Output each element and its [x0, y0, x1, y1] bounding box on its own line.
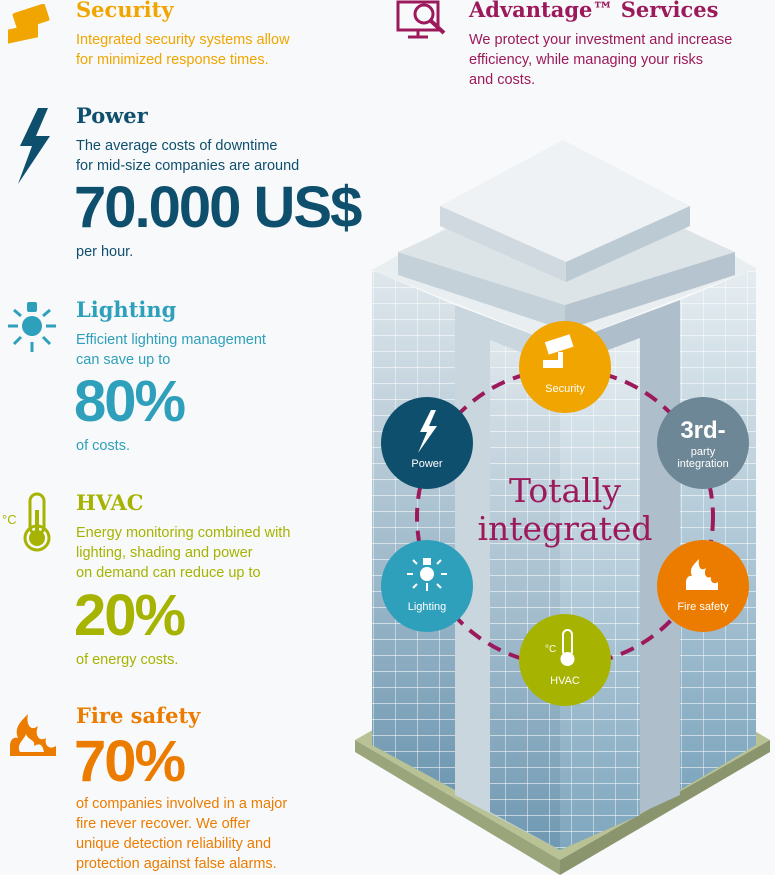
thermometer-icon: °C	[2, 490, 62, 554]
flame-icon	[6, 706, 60, 760]
power-node-label: Power	[411, 458, 443, 470]
power-node: Power	[381, 397, 473, 489]
power-text-1: The average costs of downtime	[76, 138, 278, 154]
center-label-line1: Totally	[509, 471, 621, 510]
hvac-node-label: HVAC	[550, 675, 580, 687]
lighting-title: Lighting	[76, 297, 177, 322]
advantage-title: Advantage™ Services	[469, 0, 719, 22]
lighting-node-label: Lighting	[408, 601, 447, 613]
bulb-icon	[407, 558, 447, 591]
third-party-node: 3rd- party integration	[657, 397, 749, 489]
hvac-node: °C HVAC	[519, 614, 611, 706]
monitor-magnifier-icon	[396, 0, 448, 40]
power-text-2: for mid-size companies are around	[76, 158, 300, 174]
fire-node-label: Fire safety	[677, 601, 729, 613]
power-after: per hour.	[76, 244, 134, 260]
lightning-icon	[418, 410, 437, 453]
advantage-text-1: We protect your investment and increase	[469, 32, 733, 48]
fire-text-2: fire never recover. We offer	[76, 816, 251, 832]
hvac-unit-label: °C	[2, 512, 17, 527]
security-text-2: for minimized response times.	[76, 52, 269, 68]
hvac-node-unit: °C	[545, 644, 556, 655]
lighting-after: of costs.	[76, 438, 130, 454]
hvac-after: of energy costs.	[76, 652, 179, 668]
security-title: Security	[76, 0, 174, 22]
advantage-text-3: and costs.	[469, 72, 536, 88]
third-party-line2: integration	[677, 458, 728, 470]
center-label-line2: integrated	[477, 509, 652, 548]
lighting-node: Lighting	[381, 540, 473, 632]
security-node-label: Security	[545, 383, 585, 395]
building-illustration: Totally integrated Security 3rd- party i…	[355, 140, 770, 875]
fire-stat: 70%	[74, 729, 186, 794]
hvac-title: HVAC	[76, 490, 144, 515]
bulb-icon	[4, 298, 60, 354]
fire-text-3: unique detection reliability and	[76, 836, 272, 852]
power-stat: 70.000 US$	[74, 175, 362, 240]
hvac-text-1: Energy monitoring combined with	[76, 525, 291, 541]
hvac-text-3: on demand can reduce up to	[76, 565, 261, 581]
camera-icon	[6, 3, 56, 48]
fire-text-1: of companies involved in a major	[76, 796, 288, 812]
lighting-text-1: Efficient lighting management	[76, 332, 266, 348]
lighting-stat: 80%	[74, 369, 186, 434]
hvac-stat: 20%	[74, 583, 186, 648]
power-title: Power	[76, 103, 148, 128]
security-text-1: Integrated security systems allow	[76, 32, 290, 48]
security-node: Security	[519, 321, 611, 413]
hvac-text-2: lighting, shading and power	[76, 545, 253, 561]
third-party-big: 3rd-	[680, 417, 725, 444]
thermometer-icon: °C	[545, 629, 575, 666]
third-party-line1: party	[691, 446, 716, 458]
lightning-icon	[14, 106, 54, 186]
fire-text-4: protection against false alarms.	[76, 856, 277, 872]
fire-title: Fire safety	[76, 703, 201, 728]
lighting-text-2: can save up to	[76, 352, 171, 368]
flame-icon	[686, 559, 718, 590]
camera-icon	[543, 334, 574, 368]
fire-node: Fire safety	[657, 540, 749, 632]
advantage-text-2: efficiency, while managing your risks	[469, 52, 703, 68]
